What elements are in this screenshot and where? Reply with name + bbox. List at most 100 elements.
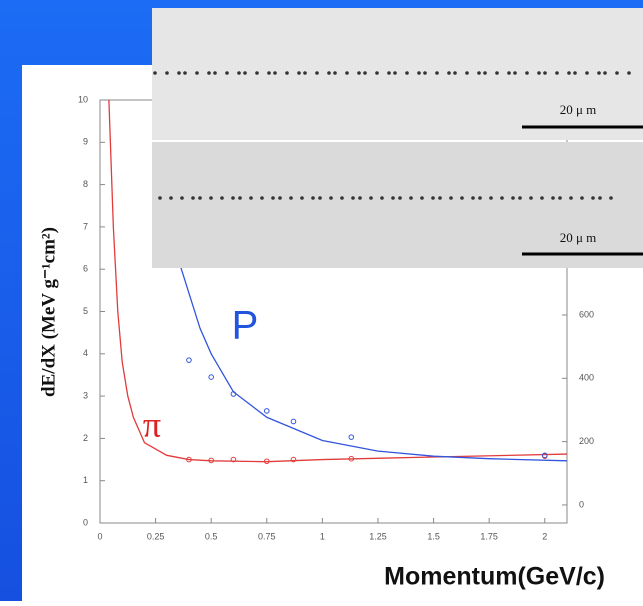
- grain: [358, 196, 362, 200]
- grain: [511, 196, 515, 200]
- grain: [285, 71, 289, 75]
- grain: [198, 196, 202, 200]
- data-point: [263, 408, 270, 414]
- scale-label: 20 μ m: [560, 102, 597, 117]
- y-tick-label: 5: [83, 306, 88, 316]
- grain: [177, 71, 181, 75]
- grain: [500, 196, 504, 200]
- grain: [569, 196, 573, 200]
- grain: [255, 71, 259, 75]
- grain: [585, 71, 589, 75]
- grain: [267, 71, 271, 75]
- data-point: [186, 456, 192, 463]
- grain: [409, 196, 413, 200]
- y-tick-label: 9: [83, 137, 88, 147]
- grain: [315, 71, 319, 75]
- grain: [260, 196, 264, 200]
- grain: [369, 196, 373, 200]
- grain: [297, 71, 301, 75]
- grain: [597, 71, 601, 75]
- y2-tick-label: 400: [579, 373, 594, 383]
- grain: [169, 196, 173, 200]
- grain: [209, 196, 213, 200]
- grain: [417, 71, 421, 75]
- grain: [495, 71, 499, 75]
- y-axis-label: dE/dX (MeV g⁻¹cm²): [38, 227, 59, 397]
- y-tick-label: 7: [83, 221, 88, 231]
- grain: [213, 71, 217, 75]
- curve: [108, 99, 568, 463]
- micrograph: 20 μ m 20 μ m: [152, 8, 643, 268]
- grain: [249, 196, 253, 200]
- photo: [152, 8, 643, 140]
- grain: [591, 196, 595, 200]
- data-point: [208, 374, 214, 380]
- grain: [191, 196, 195, 200]
- curve: [179, 264, 568, 462]
- y2-tick-label: 600: [579, 309, 594, 319]
- grain: [423, 71, 427, 75]
- x-tick-label: 1.5: [427, 531, 440, 541]
- scale-label: 20 μ m: [560, 230, 597, 245]
- grain: [420, 196, 424, 200]
- data-point: [290, 418, 297, 425]
- grain: [471, 196, 475, 200]
- y-tick-label: 6: [83, 264, 88, 274]
- grain: [567, 71, 571, 75]
- grain: [558, 196, 562, 200]
- chart: 0 1 2 3 4 5 6 7 8 9 10 0 200 400 600 0 0.25 0.5 0.75 1 1.25 1…: [78, 94, 594, 541]
- grain: [238, 196, 242, 200]
- grain: [387, 71, 391, 75]
- grain: [311, 196, 315, 200]
- y2-tick-label: 200: [579, 436, 594, 446]
- y2-tick-label: 0: [579, 499, 584, 509]
- y-tick-label: 2: [83, 433, 88, 443]
- x-tick-label: 2: [542, 531, 547, 541]
- grain: [237, 71, 241, 75]
- data-point: [263, 458, 270, 465]
- grain: [327, 71, 331, 75]
- y-tick-label: 8: [83, 179, 88, 189]
- grain: [615, 71, 619, 75]
- grain: [477, 71, 481, 75]
- grain: [603, 71, 607, 75]
- photo: [152, 142, 643, 268]
- grain: [478, 196, 482, 200]
- grain: [438, 196, 442, 200]
- grain: [537, 71, 541, 75]
- grain: [393, 71, 397, 75]
- y-tick-label: 1: [83, 475, 88, 485]
- grain: [180, 196, 184, 200]
- grain: [380, 196, 384, 200]
- y-tick-label: 3: [83, 390, 88, 400]
- annotation: P: [232, 304, 259, 348]
- x-tick-label: 0: [97, 531, 102, 541]
- grain: [207, 71, 211, 75]
- data-point: [348, 434, 355, 440]
- grain: [153, 71, 157, 75]
- x-tick-label: 0.5: [205, 531, 218, 541]
- grain: [391, 196, 395, 200]
- grain: [573, 71, 577, 75]
- data-point: [208, 457, 214, 464]
- grain: [598, 196, 602, 200]
- track-dots: [153, 71, 631, 200]
- grain: [525, 71, 529, 75]
- data-point: [290, 456, 297, 463]
- grain: [447, 71, 451, 75]
- grain: [609, 196, 613, 200]
- x-axis-label: Momentum(GeV/c): [384, 563, 605, 591]
- grain: [555, 71, 559, 75]
- grain: [398, 196, 402, 200]
- data-point: [186, 357, 192, 363]
- y-tick-label: 4: [83, 348, 88, 358]
- grain: [465, 71, 469, 75]
- grain: [405, 71, 409, 75]
- grain: [513, 71, 517, 75]
- grain: [345, 71, 349, 75]
- grain: [183, 71, 187, 75]
- grain: [271, 196, 275, 200]
- grain: [543, 71, 547, 75]
- grain: [165, 71, 169, 75]
- x-tick-label: 1.75: [480, 531, 498, 541]
